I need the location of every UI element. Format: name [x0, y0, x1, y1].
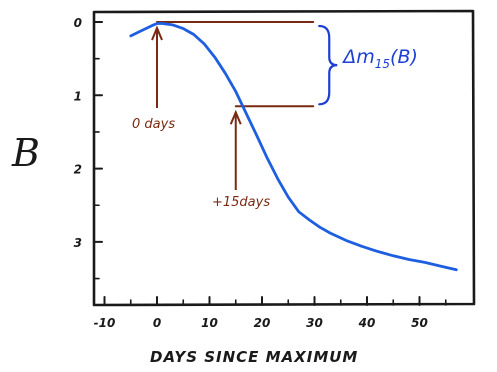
series-group — [129, 22, 458, 272]
delta-m-suffix: (B) — [390, 46, 418, 68]
annotation-delta-m15: Δm15(B) — [341, 46, 418, 71]
x-tick-label: 0 — [153, 316, 161, 330]
x-tick-label: -10 — [94, 316, 116, 330]
delta-m-subscript: 15 — [375, 57, 390, 71]
y-axis-ticks: 0 1 2 3 — [74, 16, 103, 280]
arrowhead-0-days — [151, 25, 163, 41]
delta-m-text: Δm — [341, 46, 375, 68]
x-tick-label: 30 — [306, 316, 323, 330]
y-axis-label: B — [11, 131, 40, 175]
x-axis-ticks: -10 0 10 20 30 40 50 — [94, 296, 447, 330]
x-tick-label: 10 — [201, 316, 218, 330]
x-tick-label: 40 — [358, 316, 376, 330]
y-tick-label: 0 — [74, 16, 82, 30]
x-tick-label: 20 — [254, 316, 271, 330]
y-tick-label: 3 — [74, 236, 82, 250]
y-tick-label: 2 — [74, 163, 82, 177]
annotation-0-days: 0 days — [132, 117, 175, 132]
y-tick-label: 1 — [74, 89, 82, 103]
reference-annotations — [151, 21, 315, 190]
x-tick-label: 50 — [411, 316, 428, 330]
delta-m15-brace — [318, 24, 338, 106]
series-line — [129, 22, 458, 272]
arrowhead-15-days — [229, 109, 242, 125]
x-axis-label: DAYS SINCE MAXIMUM — [150, 348, 358, 366]
plot-frame — [92, 9, 476, 307]
annotation-15-days: +15days — [212, 195, 270, 210]
